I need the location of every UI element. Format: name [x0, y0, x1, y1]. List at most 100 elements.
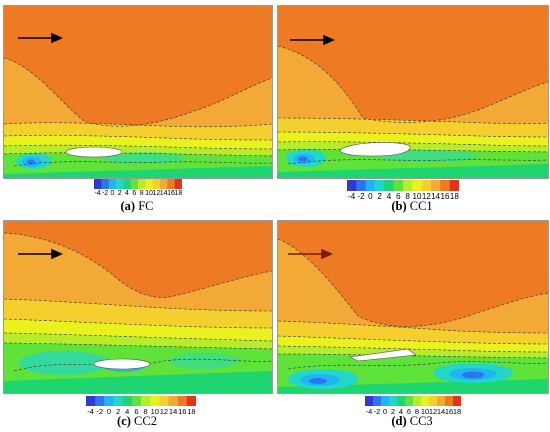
colorbar-svg [94, 179, 182, 189]
colorbar-swatch [113, 396, 124, 406]
obstacle-shape [65, 146, 123, 158]
contour-line [4, 332, 272, 342]
colorbar-swatch [449, 180, 459, 191]
obstacle-shape [93, 358, 151, 370]
vortex-4 [19, 351, 109, 375]
colorbar-tick-label: 6 [396, 192, 401, 201]
obstacle-shape [348, 348, 417, 362]
colorbar-tick-label: -4 [94, 190, 101, 197]
colorbar-svg [347, 180, 459, 191]
colorbar-swatch [101, 179, 110, 189]
colorbar-tick-label: 8 [414, 407, 420, 416]
colorbar-swatch [108, 179, 117, 189]
caption-name: FC [138, 199, 154, 213]
colorbar-d: -4 -2 0 2 4 6 8 10 12 14 16 18 [365, 396, 461, 416]
contour-line [4, 57, 272, 127]
colorbar-swatch [159, 396, 169, 406]
colorbar-swatch [116, 179, 124, 189]
contour-line [278, 131, 548, 138]
colorbar-tick-label: 6 [134, 407, 139, 416]
colorbar-svg [365, 396, 461, 406]
colorbar-tick-label: 16 [444, 407, 454, 416]
colorbar-swatch [150, 396, 160, 406]
colorbar-swatch [123, 179, 132, 189]
colorbar-tick-label: -2 [357, 192, 365, 201]
colorbar-tick-label: -2 [96, 407, 104, 416]
colorbar-tick-label: 16 [178, 407, 187, 416]
colorbar-swatch [160, 179, 168, 189]
colorbar-tick-label: -2 [373, 407, 381, 416]
colorbar-tick-label: 12 [428, 407, 438, 416]
caption-name: CC2 [134, 414, 157, 428]
caption-name: CC3 [409, 414, 433, 428]
vortex-0 [298, 156, 308, 162]
colorbar-tick-label: 4 [398, 407, 404, 416]
contour-line [13, 161, 272, 167]
colorbar-swatch [431, 180, 441, 191]
colorbar-swatch [445, 396, 454, 406]
contour-svg-c [4, 221, 272, 393]
colorbar-tick-label: 6 [406, 407, 412, 416]
colorbar-tick-label: -4 [87, 407, 94, 416]
colorbar-tick-label: 10 [145, 190, 153, 197]
colorbar-swatch [412, 180, 423, 191]
colorbar-swatch [167, 179, 176, 189]
colorbar-tick-label: 6 [132, 190, 137, 197]
contour-line [4, 342, 272, 350]
colorbar-swatch [381, 396, 390, 406]
colorbar-tick-label: 16 [440, 192, 450, 201]
colorbar-swatch [389, 396, 398, 406]
colorbar-swatch [356, 180, 367, 191]
contour-line [278, 141, 548, 147]
colorbar-tick-label: 8 [405, 192, 410, 201]
colorbar-swatch [365, 396, 374, 406]
contour-plot-a [3, 5, 273, 179]
colorbar-tick-label: 4 [125, 407, 130, 416]
vortex-0 [27, 159, 35, 165]
colorbar-swatch [365, 180, 376, 191]
vortex-0-right [462, 371, 484, 379]
caption-c: (c) CC2 [117, 414, 157, 429]
contour-line [278, 335, 548, 345]
colorbar-swatch [403, 180, 413, 191]
colorbar-swatch [174, 179, 182, 189]
caption-d: (d) CC3 [391, 414, 432, 429]
contour-line [278, 45, 548, 123]
colorbar-tick-label: 14 [436, 407, 446, 416]
contour-line [4, 144, 272, 150]
caption-a: (a) FC [121, 199, 154, 214]
colorbar-swatch [177, 396, 188, 406]
vortex-right [104, 152, 184, 164]
colorbar-svg [86, 396, 196, 406]
colorbar-tick-labels: -4 -2 0 2 4 6 8 10 12 14 16 18 [347, 192, 459, 202]
colorbar-swatch [186, 396, 196, 406]
contour-line [4, 318, 272, 329]
vortex-right [169, 353, 239, 369]
contour-line [4, 232, 272, 298]
colorbar-tick-label: 14 [431, 192, 441, 201]
colorbar-swatch [347, 180, 357, 191]
contour-line [278, 345, 548, 353]
colorbar-tick-label: 2 [390, 407, 396, 416]
colorbar-tick-label: 18 [449, 192, 459, 201]
flow-arrow-icon [18, 248, 63, 260]
colorbar-swatch [393, 180, 404, 191]
contour-line [4, 152, 272, 157]
flow-arrow-icon [290, 34, 335, 46]
contour-line [4, 298, 272, 312]
contour-line [278, 238, 548, 327]
colorbar-tick-label: 8 [143, 407, 148, 416]
colorbar-swatch [413, 396, 422, 406]
colorbar-tick-label: 4 [386, 192, 392, 201]
colorbar-tick-label: 12 [152, 190, 161, 197]
colorbar-b: -4 -2 0 2 4 6 8 10 12 14 16 18 [347, 180, 459, 201]
colorbar-tick-label: 2 [377, 192, 382, 201]
colorbar-tick-label: 0 [382, 407, 388, 416]
contour-plot-d [277, 220, 549, 394]
contour-line [278, 117, 548, 124]
colorbar-swatch [421, 396, 430, 406]
colorbar-tick-label: 0 [368, 192, 373, 201]
colorbar-swatch [440, 180, 451, 191]
colorbar-c: -4 -2 0 2 4 6 8 10 12 14 16 18 [86, 396, 196, 416]
contour-svg-a [4, 6, 272, 178]
